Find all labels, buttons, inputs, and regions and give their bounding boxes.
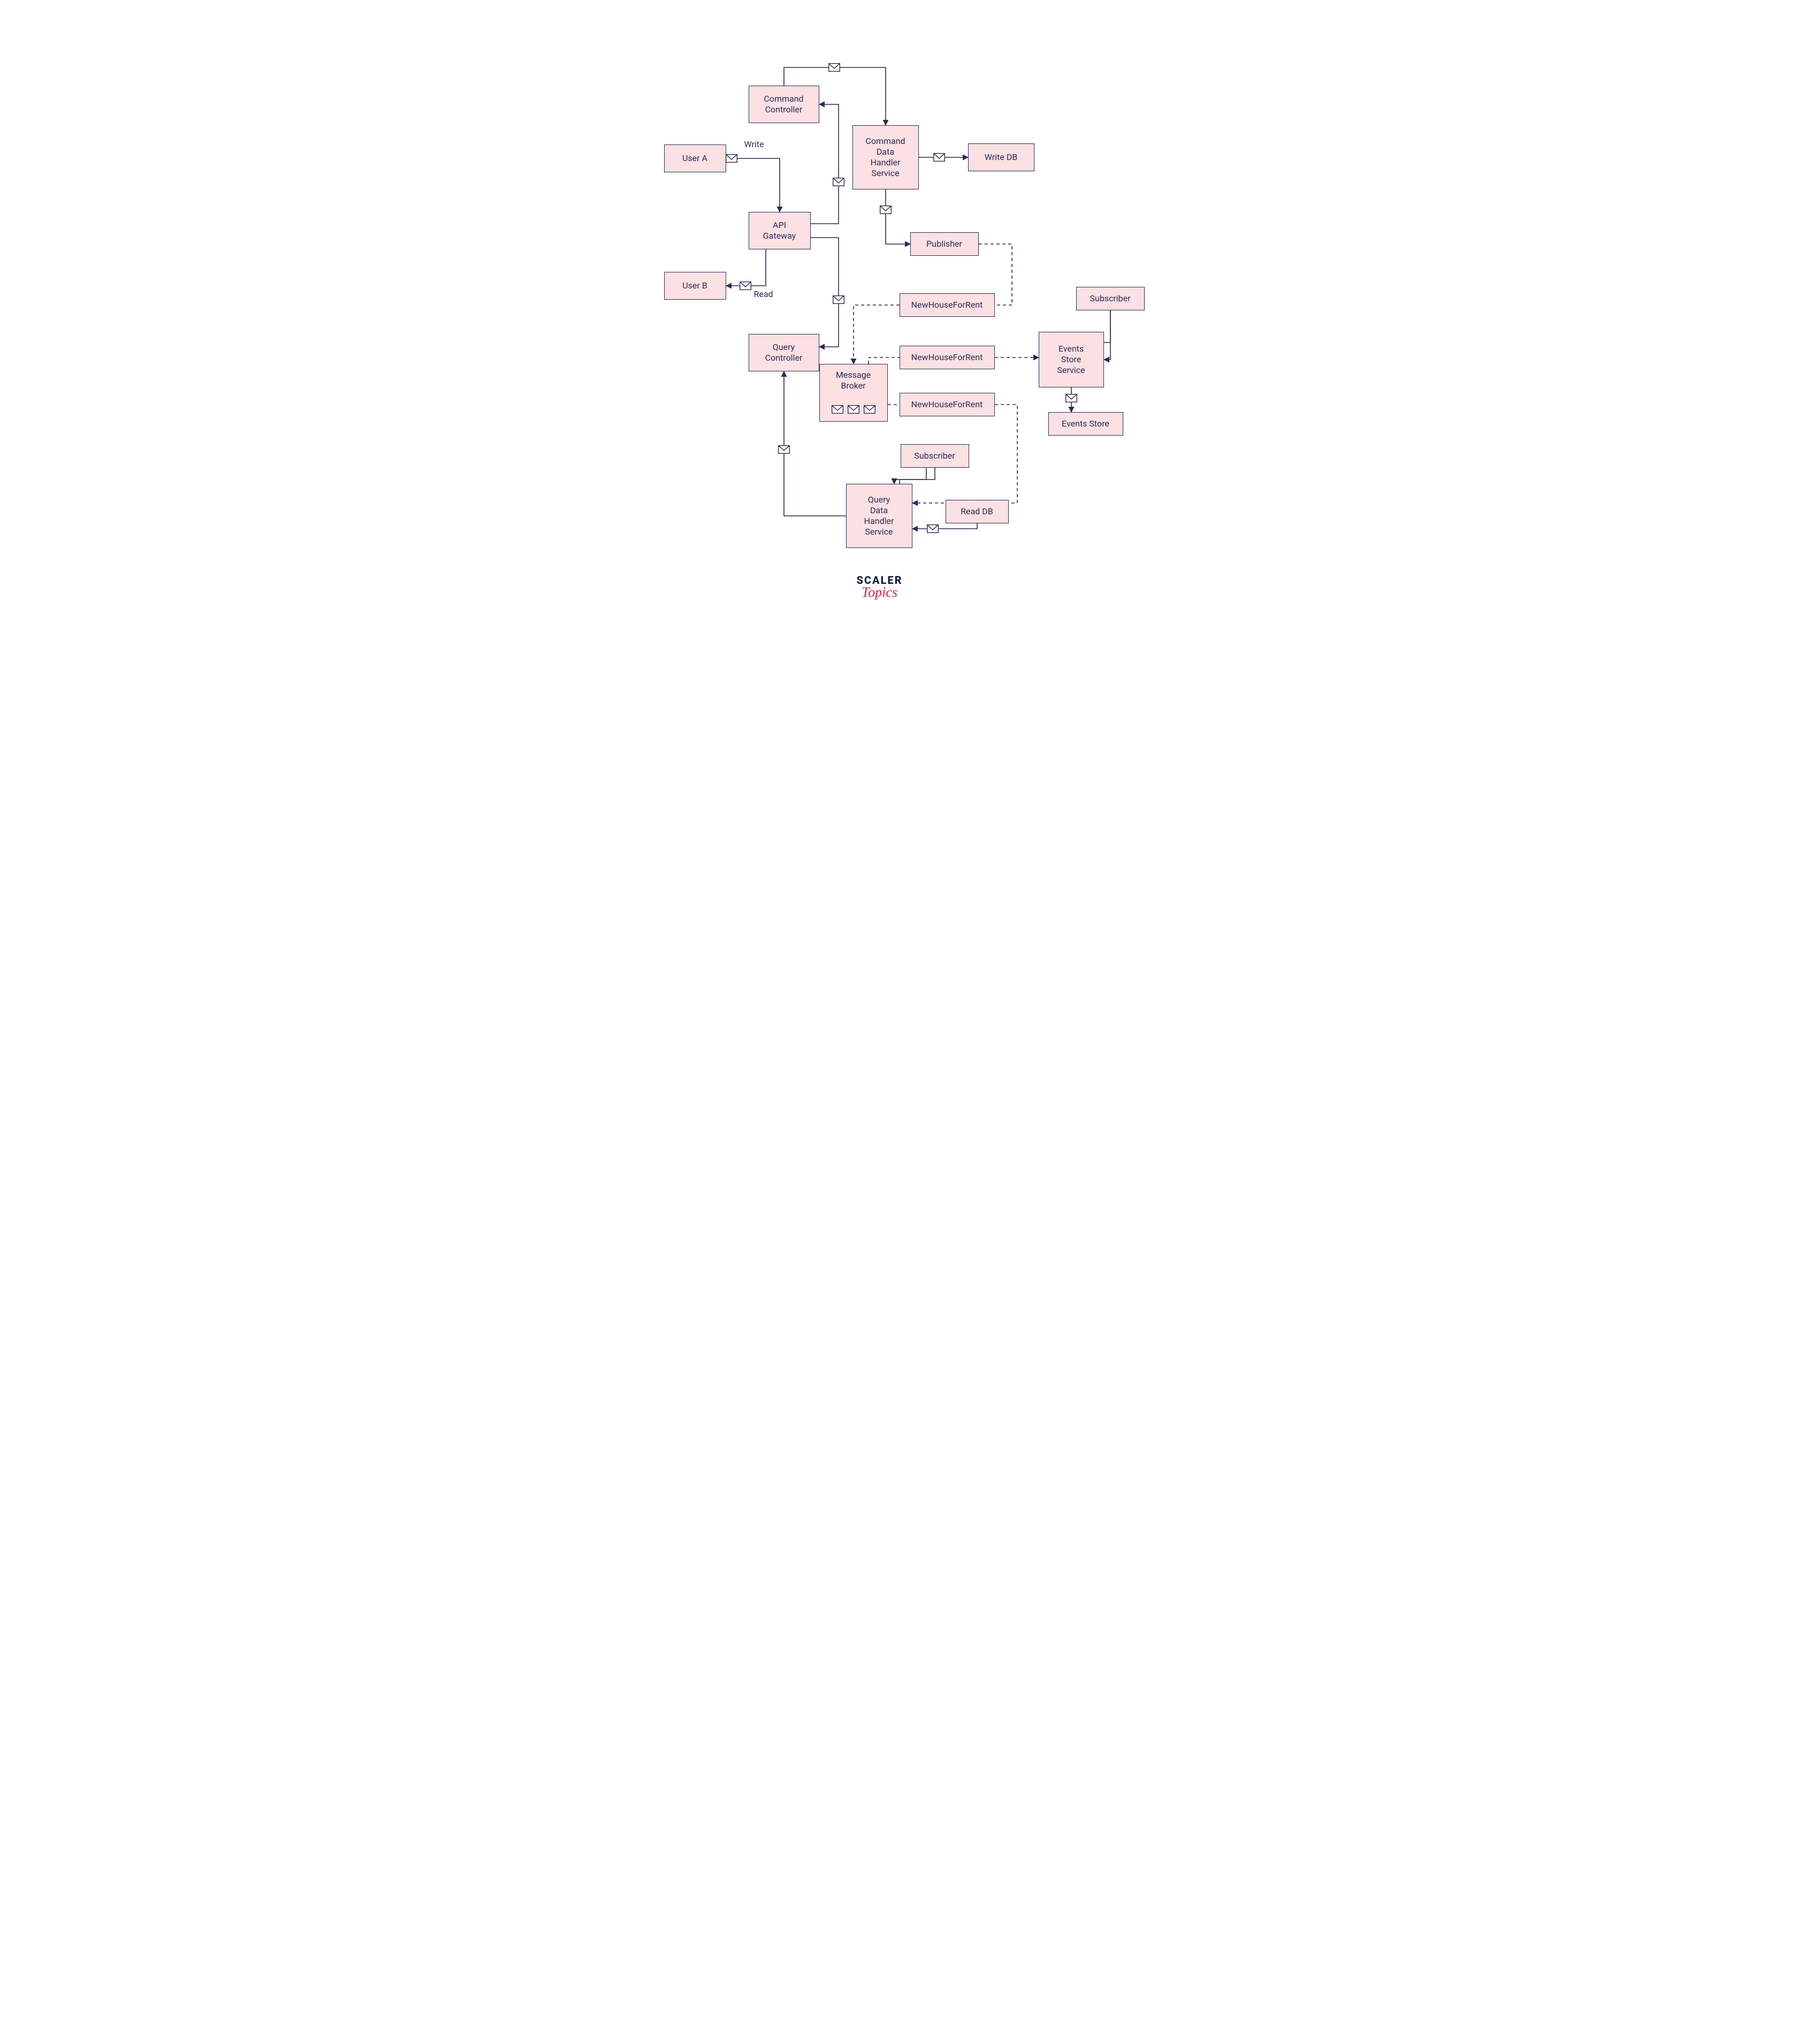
edge-readdb-queryhandler <box>912 523 977 529</box>
edge-broker-nh2 <box>869 357 900 364</box>
broker-envelope-row <box>832 405 875 414</box>
node-write_db: Write DB <box>968 143 1034 171</box>
edge-gateway-userB <box>726 249 766 286</box>
edge-userA-gateway <box>726 158 780 212</box>
envelope-icon <box>726 155 737 163</box>
write-label: Write <box>744 139 764 149</box>
node-events_store: Events Store <box>1048 412 1123 436</box>
edge-gateway-queryctrl <box>811 238 839 347</box>
node-read_db: Read DB <box>946 500 1009 523</box>
node-nh2: NewHouseForRent <box>900 346 995 369</box>
envelope-icon <box>833 178 844 186</box>
envelope-icon <box>933 154 945 162</box>
node-publisher: Publisher <box>910 232 979 256</box>
node-msg_broker: Message Broker <box>819 364 888 422</box>
node-events_svc: Events Store Service <box>1039 332 1104 387</box>
diagram-canvas: User A User B Command Controller API Gatewa… <box>627 0 1194 631</box>
envelope-icon <box>828 64 840 72</box>
node-nh3: NewHouseForRent <box>900 393 995 416</box>
edge-cmdhandler-publisher <box>886 189 910 244</box>
envelope-icon <box>833 296 844 304</box>
node-user_b: User B <box>664 272 726 300</box>
envelope-icon <box>1065 394 1077 402</box>
node-subscriber_top: Subscriber <box>1076 287 1145 310</box>
edge-subscriberBot-queryhandler <box>894 468 926 484</box>
node-cmd_handler: Command Data Handler Service <box>852 125 919 189</box>
node-api_gateway: API Gateway <box>749 212 811 249</box>
envelope-icon <box>848 405 859 414</box>
node-nh1: NewHouseForRent <box>900 293 995 317</box>
node-user_a: User A <box>664 144 726 172</box>
node-query_ctrl: Query Controller <box>749 334 819 371</box>
scaler-topics-logo: SCALER Topics <box>857 574 903 600</box>
envelope-icon <box>880 206 891 214</box>
logo-topics-text: Topics <box>857 584 903 600</box>
envelope-icon <box>778 446 789 454</box>
node-msg-broker-label: Message Broker <box>836 370 871 391</box>
node-query_handler: Query Data Handler Service <box>846 484 912 548</box>
node-command_ctrl: Command Controller <box>749 86 819 123</box>
envelope-icon <box>832 405 843 414</box>
edge-subTop-dive <box>1104 310 1110 360</box>
envelope-icon <box>864 405 875 414</box>
envelope-icon <box>740 282 751 290</box>
read-label: Read <box>754 289 773 299</box>
envelope-icon <box>927 525 938 533</box>
edge-nh1-broker <box>854 305 900 364</box>
node-subscriber_bot: Subscriber <box>901 444 969 468</box>
